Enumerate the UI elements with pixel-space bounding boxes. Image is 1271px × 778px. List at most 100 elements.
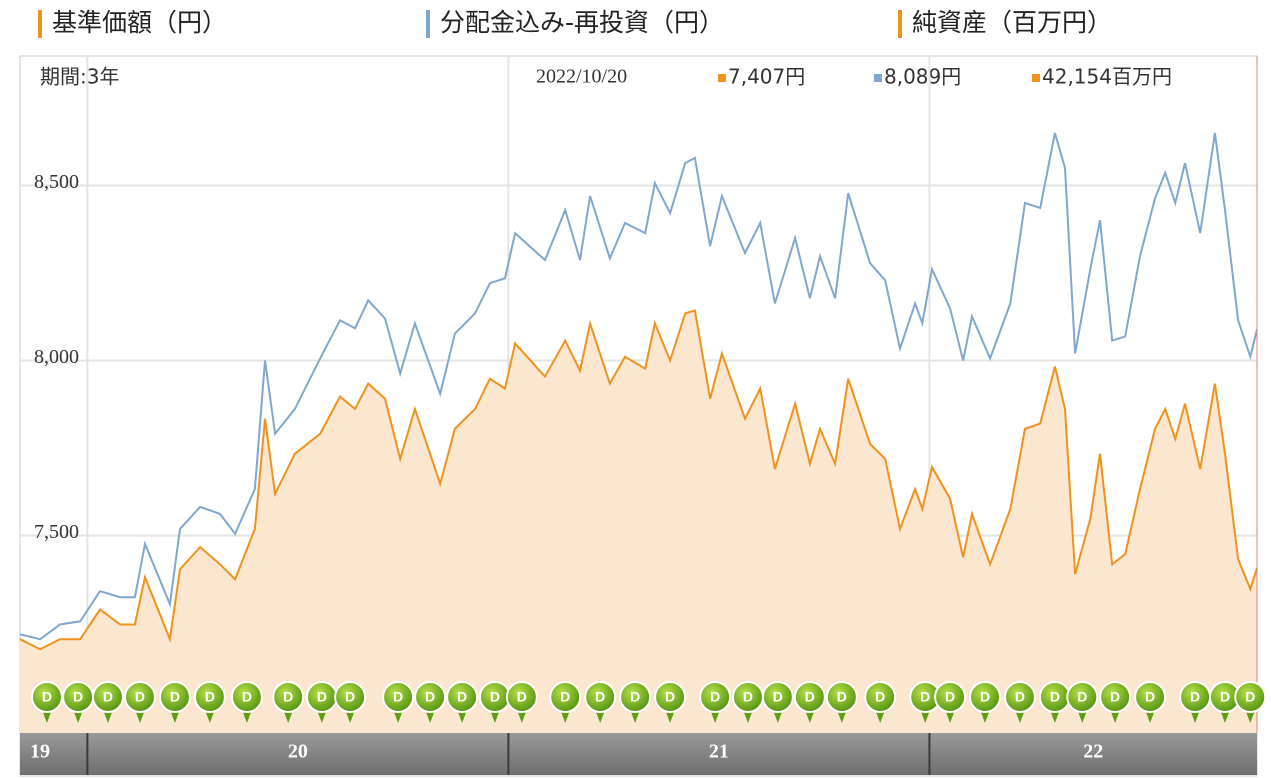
marker-head	[193, 681, 226, 713]
readout-date: 2022/10/20	[536, 66, 627, 88]
line	[19, 309, 1258, 651]
marker-label: D	[135, 689, 145, 705]
marker-head	[825, 681, 858, 713]
readout-swatch	[874, 74, 882, 82]
dividend-marker: D	[619, 681, 652, 723]
marker-label: D	[630, 689, 640, 705]
marker-label: D	[205, 689, 215, 705]
marker-label: D	[457, 689, 467, 705]
marker-head	[793, 681, 826, 713]
marker-label: D	[393, 689, 403, 705]
marker-label: D	[517, 689, 527, 705]
marker-label: D	[875, 689, 885, 705]
readout-value: 42,154百万円	[1042, 65, 1172, 89]
dividend-marker: D	[91, 681, 124, 723]
period-label: 期間:3年	[40, 65, 119, 89]
marker-label: D	[837, 689, 847, 705]
dividend-marker: D	[909, 681, 942, 723]
marker-head	[158, 681, 191, 713]
marker-head	[654, 681, 687, 713]
dividend-marker: D	[699, 681, 732, 723]
dividend-marker: D	[382, 681, 415, 723]
marker-label: D	[805, 689, 815, 705]
dividend-marker: D	[1003, 681, 1036, 723]
marker-head	[699, 681, 732, 713]
readout-value: 8,089円	[884, 65, 961, 89]
marker-head	[549, 681, 582, 713]
legend-label: 分配金込み-再投資（円）	[440, 8, 724, 37]
marker-head	[864, 681, 897, 713]
dividend-marker: D	[505, 681, 538, 723]
marker-head	[761, 681, 794, 713]
dividend-marker: D	[864, 681, 897, 723]
legend-label: 基準価額（円）	[52, 8, 227, 37]
marker-head	[91, 681, 124, 713]
dividend-marker: D	[30, 681, 63, 723]
marker-label: D	[710, 689, 720, 705]
marker-head	[1003, 681, 1036, 713]
marker-label: D	[560, 689, 570, 705]
marker-head	[1099, 681, 1132, 713]
marker-label: D	[1077, 689, 1087, 705]
marker-label: D	[283, 689, 293, 705]
marker-head	[382, 681, 415, 713]
marker-head	[1134, 681, 1167, 713]
marker-label: D	[743, 689, 753, 705]
dividend-marker: D	[1179, 681, 1212, 723]
marker-head	[414, 681, 447, 713]
dividend-marker: D	[123, 681, 156, 723]
marker-label: D	[425, 689, 435, 705]
marker-head	[1234, 681, 1267, 713]
dividend-marker: D	[793, 681, 826, 723]
marker-label: D	[980, 689, 990, 705]
marker-head	[230, 681, 263, 713]
marker-label: D	[170, 689, 180, 705]
marker-head	[446, 681, 479, 713]
dividend-marker: D	[1066, 681, 1099, 723]
y-tick-label: 8,500	[34, 171, 79, 193]
x-tick-label: 19	[30, 741, 50, 763]
dividend-marker: D	[1209, 681, 1242, 723]
x-tick-label: 20	[288, 741, 308, 763]
marker-head	[934, 681, 967, 713]
legend-label: 純資産（百万円）	[912, 8, 1112, 37]
y-tick-label: 7,500	[34, 521, 79, 543]
marker-label: D	[665, 689, 675, 705]
readout-value: 7,407円	[728, 65, 805, 89]
marker-head	[334, 681, 367, 713]
dividend-marker: D	[1234, 681, 1267, 723]
readout-swatch	[718, 74, 726, 82]
x-tick-label: 21	[709, 741, 729, 763]
marker-label: D	[42, 689, 52, 705]
marker-label: D	[1015, 689, 1025, 705]
legend-swatch	[38, 10, 42, 38]
marker-label: D	[490, 689, 500, 705]
marker-label: D	[920, 689, 930, 705]
marker-label: D	[945, 689, 955, 705]
marker-head	[969, 681, 1002, 713]
x-axis-band	[20, 733, 1257, 775]
dividend-marker: D	[334, 681, 367, 723]
marker-label: D	[1190, 689, 1200, 705]
marker-label: D	[1110, 689, 1120, 705]
marker-head	[1066, 681, 1099, 713]
marker-head	[619, 681, 652, 713]
dividend-marker: D	[446, 681, 479, 723]
marker-label: D	[242, 689, 252, 705]
readout-swatch	[1032, 74, 1040, 82]
dividend-marker: D	[158, 681, 191, 723]
marker-label: D	[1245, 689, 1255, 705]
marker-head	[30, 681, 63, 713]
dividend-marker: D	[584, 681, 617, 723]
dividend-marker: D	[654, 681, 687, 723]
legend-swatch	[898, 10, 902, 38]
marker-label: D	[595, 689, 605, 705]
marker-label: D	[103, 689, 113, 705]
dividend-marker: D	[761, 681, 794, 723]
y-tick-label: 8,000	[34, 346, 79, 368]
dividend-marker: D	[934, 681, 967, 723]
marker-head	[272, 681, 305, 713]
dividend-marker: D	[193, 681, 226, 723]
marker-label: D	[345, 689, 355, 705]
